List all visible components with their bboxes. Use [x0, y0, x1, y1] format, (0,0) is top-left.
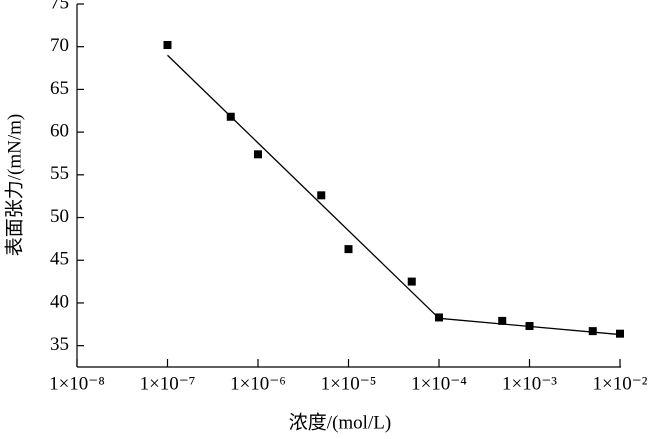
x-axis-label: 浓度/(mol/L)	[289, 411, 391, 433]
x-tick-label: 1×10⁻⁷	[140, 373, 196, 394]
point	[588, 327, 597, 336]
point	[616, 329, 624, 338]
x-tick-label: 1×10⁻³	[502, 373, 557, 394]
point	[407, 277, 416, 286]
x-tick-label: 1×10⁻⁴	[411, 373, 467, 394]
point	[226, 112, 235, 121]
y-tick-label: 50	[50, 206, 69, 227]
y-tick-label: 35	[50, 334, 69, 355]
y-tick-label: 45	[50, 249, 69, 270]
x-tick-label: 1×10⁻⁵	[321, 373, 377, 394]
point	[317, 191, 326, 200]
point	[163, 40, 172, 49]
point	[525, 322, 534, 331]
y-axis-label: 表面张力/(mN/m)	[3, 114, 25, 257]
point	[254, 150, 262, 159]
y-tick-label: 70	[50, 35, 69, 56]
point	[435, 313, 443, 322]
point	[498, 316, 507, 325]
y-tick-label: 40	[50, 291, 69, 312]
y-tick-label: 60	[50, 120, 69, 141]
x-tick-label: 1×10⁻⁶	[230, 373, 286, 394]
fit-line	[167, 54, 440, 319]
x-tick-label: 1×10⁻⁸	[49, 373, 105, 394]
y-tick-label: 75	[50, 0, 69, 13]
x-tick-label: 1×10⁻²	[593, 373, 648, 394]
y-tick-label: 65	[50, 78, 69, 99]
y-tick-label: 55	[50, 163, 69, 184]
point	[344, 245, 353, 254]
